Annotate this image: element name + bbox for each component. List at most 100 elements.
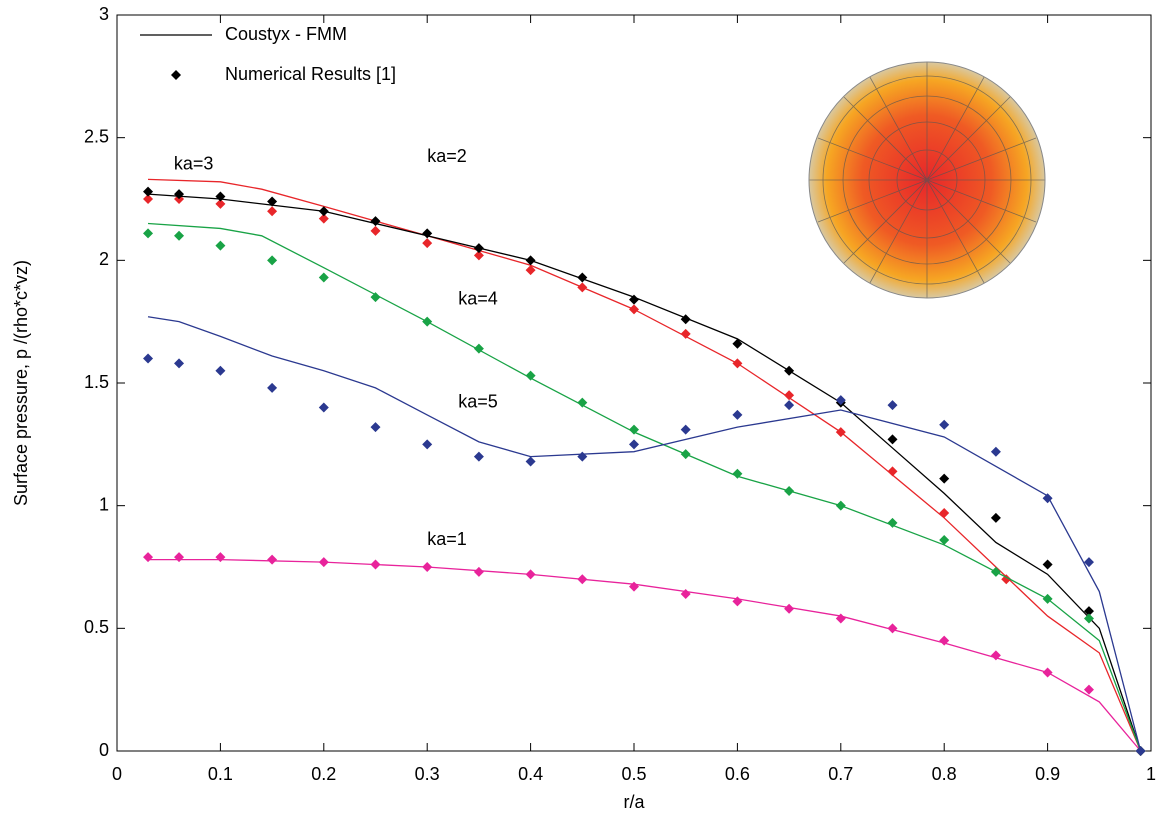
series-marker bbox=[887, 434, 898, 445]
series-marker bbox=[1135, 746, 1146, 756]
series-marker bbox=[422, 228, 433, 239]
series-marker bbox=[1001, 574, 1012, 585]
x-tick-label: 0.9 bbox=[1035, 764, 1060, 784]
x-tick-label: 0.7 bbox=[828, 764, 853, 784]
series-marker bbox=[318, 557, 329, 568]
curve-label: ka=2 bbox=[427, 146, 467, 166]
series-marker bbox=[143, 186, 154, 197]
series-marker bbox=[267, 382, 278, 393]
series-marker bbox=[422, 439, 433, 450]
series-marker bbox=[318, 272, 329, 283]
series-marker bbox=[629, 439, 639, 450]
y-tick-label: 1 bbox=[99, 494, 109, 514]
series-marker bbox=[318, 213, 329, 224]
series-marker bbox=[370, 559, 381, 570]
series-marker bbox=[990, 446, 1001, 457]
series-marker bbox=[784, 390, 795, 401]
y-axis-label: Surface pressure, p /(rho*c*vz) bbox=[11, 260, 31, 506]
series-marker bbox=[835, 427, 846, 438]
series-marker bbox=[990, 650, 1001, 661]
series-marker bbox=[784, 485, 795, 496]
series-marker bbox=[1042, 559, 1053, 570]
series-marker bbox=[887, 400, 898, 411]
series-marker bbox=[143, 353, 154, 364]
series-marker bbox=[629, 294, 639, 305]
series-marker bbox=[525, 255, 536, 266]
x-tick-label: 0.6 bbox=[725, 764, 750, 784]
series-marker bbox=[577, 451, 588, 462]
series-marker bbox=[267, 554, 278, 565]
series-marker bbox=[887, 623, 898, 634]
series-marker bbox=[1083, 684, 1094, 695]
y-tick-label: 0 bbox=[99, 740, 109, 760]
series-marker bbox=[835, 500, 846, 511]
series-marker bbox=[732, 468, 743, 479]
series-marker bbox=[835, 613, 846, 624]
series-marker bbox=[732, 358, 743, 369]
x-tick-label: 0.4 bbox=[518, 764, 543, 784]
series-marker bbox=[1083, 557, 1094, 568]
series-marker bbox=[174, 552, 185, 563]
series-marker bbox=[174, 230, 185, 241]
series-marker bbox=[887, 517, 898, 528]
series-marker bbox=[629, 304, 639, 315]
series-marker bbox=[267, 196, 278, 207]
series-marker bbox=[680, 424, 691, 435]
series-marker bbox=[318, 206, 329, 217]
series-marker bbox=[939, 635, 950, 646]
curve-label: ka=1 bbox=[427, 529, 467, 549]
curve-label: ka=4 bbox=[458, 288, 498, 308]
series-marker bbox=[939, 508, 950, 519]
x-tick-label: 0.8 bbox=[932, 764, 957, 784]
series-marker bbox=[370, 422, 381, 433]
series-marker bbox=[577, 574, 588, 585]
series-marker bbox=[267, 206, 278, 217]
series-marker bbox=[577, 272, 588, 283]
series-marker bbox=[577, 397, 588, 408]
series-marker bbox=[473, 451, 484, 462]
series-marker bbox=[525, 569, 536, 580]
series-marker bbox=[990, 512, 1001, 523]
y-tick-label: 3 bbox=[99, 4, 109, 24]
series-marker bbox=[422, 238, 433, 249]
series-marker bbox=[422, 562, 433, 572]
series-marker bbox=[174, 358, 185, 369]
series-marker bbox=[473, 250, 484, 261]
series-marker bbox=[939, 473, 950, 484]
series-marker bbox=[215, 191, 226, 202]
x-tick-label: 0.1 bbox=[208, 764, 233, 784]
series-marker bbox=[784, 365, 795, 376]
series-marker bbox=[143, 228, 154, 239]
curve-label: ka=3 bbox=[174, 153, 214, 173]
series-marker bbox=[629, 424, 639, 435]
y-tick-label: 2 bbox=[99, 249, 109, 269]
series-marker bbox=[473, 243, 484, 254]
series-marker bbox=[473, 566, 484, 577]
sphere-inset bbox=[808, 61, 1046, 299]
series-marker bbox=[174, 189, 185, 200]
series-marker bbox=[473, 343, 484, 354]
series-marker bbox=[1042, 593, 1053, 604]
series-marker bbox=[835, 395, 846, 406]
y-tick-label: 2.5 bbox=[84, 126, 109, 146]
series-marker bbox=[680, 588, 691, 599]
legend-label: Coustyx - FMM bbox=[225, 24, 347, 44]
curve-label: ka=5 bbox=[458, 391, 498, 411]
series-marker bbox=[267, 255, 278, 266]
series-marker bbox=[1042, 667, 1053, 678]
series-marker bbox=[370, 216, 381, 227]
series-marker bbox=[732, 409, 743, 420]
series-line bbox=[147, 222, 1142, 752]
series-marker bbox=[143, 552, 154, 563]
series-marker bbox=[525, 265, 536, 276]
series-marker bbox=[939, 419, 950, 430]
series-marker bbox=[732, 338, 743, 349]
y-tick-label: 1.5 bbox=[84, 372, 109, 392]
series-marker bbox=[318, 402, 329, 413]
legend-label: Numerical Results [1] bbox=[225, 64, 396, 84]
series-marker bbox=[629, 581, 639, 592]
series-marker bbox=[680, 449, 691, 460]
series-marker bbox=[680, 314, 691, 325]
series-marker bbox=[370, 225, 381, 236]
